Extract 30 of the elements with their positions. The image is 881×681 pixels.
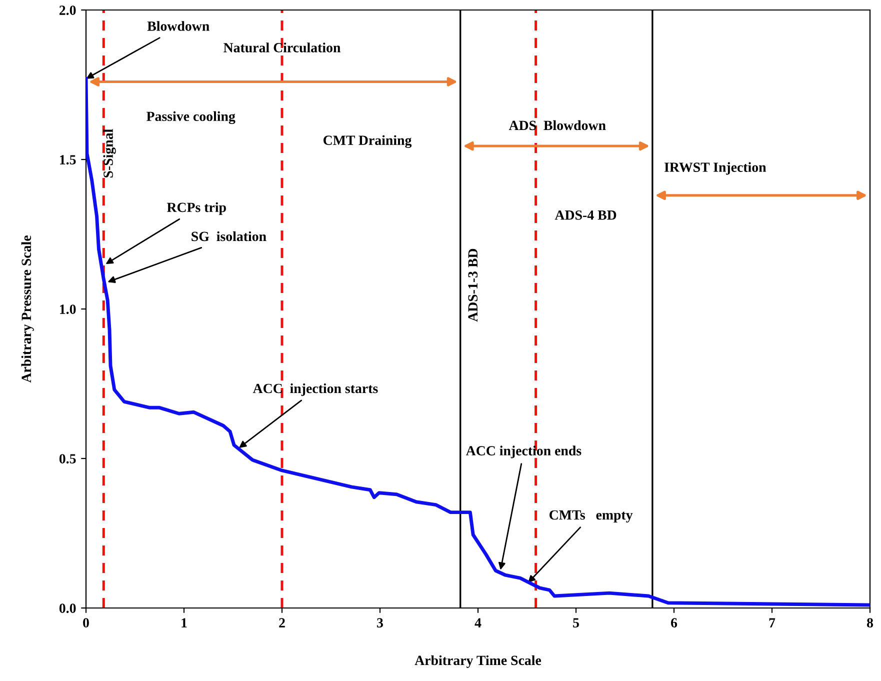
- y-tick-label: 2.0: [60, 6, 76, 16]
- x-tick-label: 3: [377, 618, 383, 628]
- annotation: Passive cooling: [146, 111, 236, 124]
- ref-line-label: ADS-1-3 BD: [468, 248, 478, 322]
- annotation: ACC injection starts: [252, 383, 378, 396]
- annotation: Natural Circulation: [224, 42, 340, 52]
- x-tick-label: 6: [671, 618, 678, 628]
- annotation: ACC injection ends: [466, 446, 582, 458]
- x-tick-label: 1: [182, 618, 187, 628]
- x-axis-title: Arbitrary Time Scale: [414, 655, 542, 668]
- y-tick-label: 1.0: [60, 304, 76, 314]
- y-tick-label: 0.5: [59, 454, 76, 464]
- x-tick-label: 0: [83, 618, 89, 628]
- y-tick-label: 1.5: [60, 155, 76, 165]
- annotation: CMTs empty: [549, 510, 633, 523]
- annotation: ADS Blowdown: [508, 120, 606, 130]
- y-tick-label: 0.0: [59, 604, 76, 614]
- x-tick-label: 2: [279, 618, 285, 628]
- x-tick-label: 4: [474, 618, 482, 628]
- x-tick-label: 8: [866, 618, 874, 628]
- annotation: RCPs trip: [166, 202, 226, 215]
- annotation: CMT Draining: [324, 135, 412, 148]
- annotation: ADS-4 BD: [554, 210, 616, 220]
- annotation: IRWST Injection: [664, 162, 766, 175]
- x-tick-label: 7: [769, 618, 776, 628]
- annotation: Blowdown: [147, 21, 210, 31]
- ref-line-label: S-Signal: [103, 129, 116, 178]
- annotation: SG isolation: [192, 231, 266, 242]
- x-tick-label: 5: [573, 618, 579, 628]
- y-axis-title: Arbitrary Pressure Scale: [21, 236, 34, 383]
